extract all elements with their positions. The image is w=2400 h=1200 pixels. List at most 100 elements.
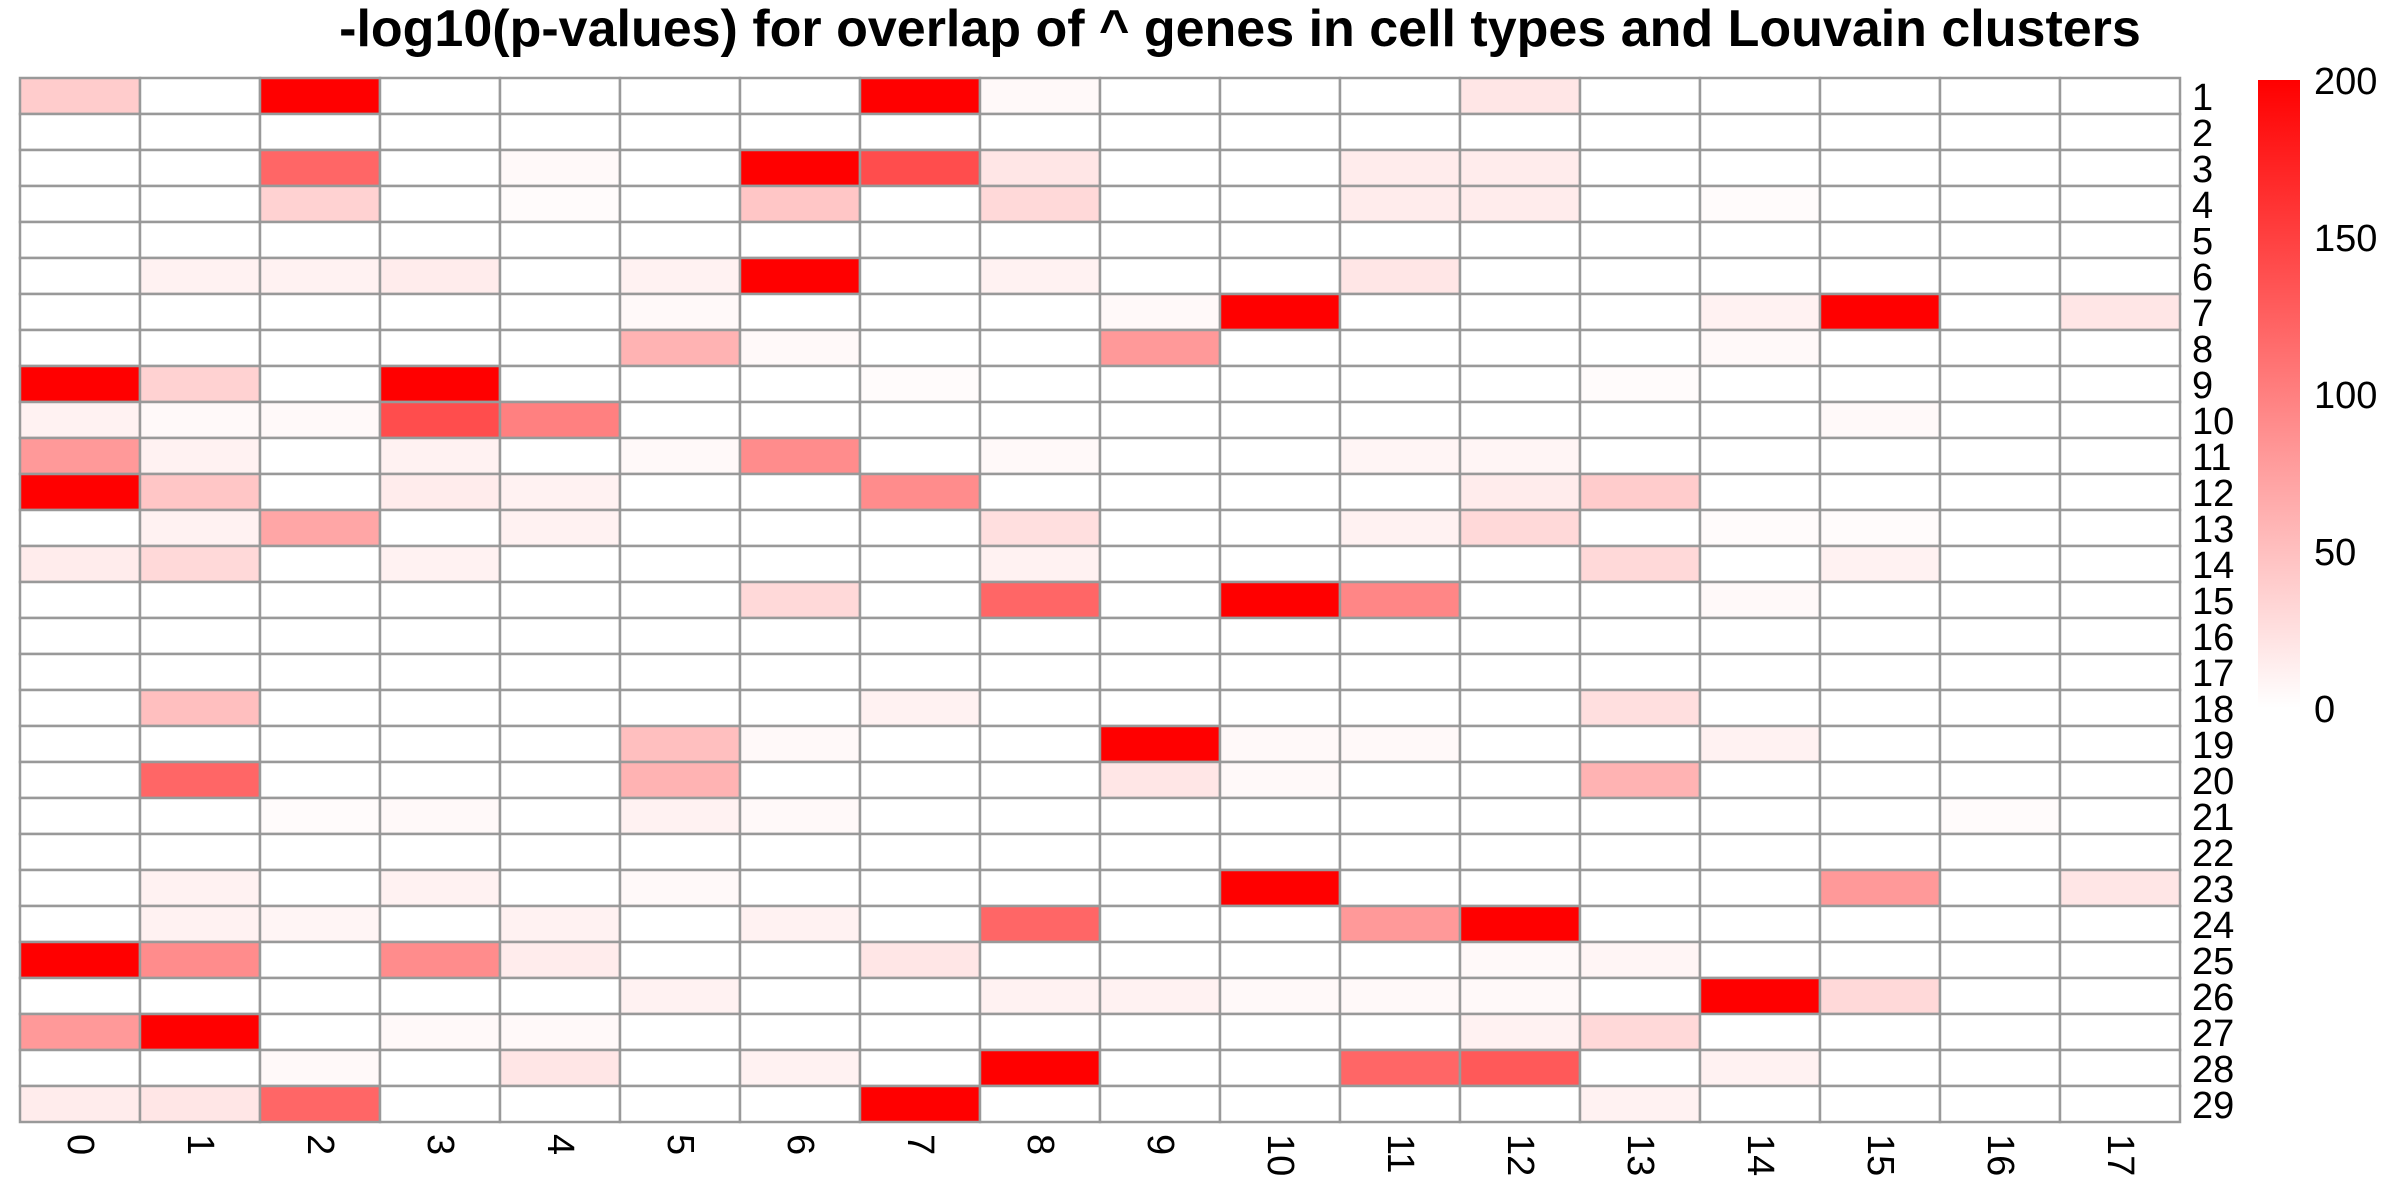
heatmap-cell-r17-c2 xyxy=(258,652,382,692)
heatmap-cell-r20-c12 xyxy=(1458,760,1582,800)
row-label: 16 xyxy=(2192,617,2234,659)
heatmap-cell-r1-c12 xyxy=(1458,76,1582,116)
heatmap-cell-r6-c10 xyxy=(1218,256,1342,296)
heatmap-cell-r25-c3 xyxy=(378,940,502,980)
heatmap-cell-r22-c1 xyxy=(138,832,262,872)
heatmap-cell-r24-c3 xyxy=(378,904,502,944)
heatmap-cell-r6-c15 xyxy=(1818,256,1942,296)
heatmap-cell-r18-c8 xyxy=(978,688,1102,728)
heatmap-cell-r13-c5 xyxy=(618,508,742,548)
heatmap-cell-r29-c12 xyxy=(1458,1084,1582,1124)
heatmap-cell-r7-c2 xyxy=(258,292,382,332)
heatmap-cell-r9-c9 xyxy=(1098,364,1222,404)
heatmap-cell-r27-c3 xyxy=(378,1012,502,1052)
heatmap-cell-r17-c10 xyxy=(1218,652,1342,692)
heatmap-cell-r20-c17 xyxy=(2058,760,2182,800)
heatmap-cell-r14-c13 xyxy=(1578,544,1702,584)
heatmap-cell-r19-c0 xyxy=(18,724,142,764)
heatmap-cell-r17-c0 xyxy=(18,652,142,692)
heatmap-cell-r17-c7 xyxy=(858,652,982,692)
heatmap-cell-r5-c9 xyxy=(1098,220,1222,260)
heatmap-cell-r2-c1 xyxy=(138,112,262,152)
heatmap-cell-r1-c1 xyxy=(138,76,262,116)
heatmap-cell-r14-c9 xyxy=(1098,544,1222,584)
heatmap-cell-r10-c5 xyxy=(618,400,742,440)
heatmap-cell-r22-c11 xyxy=(1338,832,1462,872)
heatmap-cell-r26-c6 xyxy=(738,976,862,1016)
heatmap-cell-r28-c4 xyxy=(498,1048,622,1088)
heatmap-cell-r23-c1 xyxy=(138,868,262,908)
heatmap-cell-r11-c11 xyxy=(1338,436,1462,476)
heatmap-cell-r22-c3 xyxy=(378,832,502,872)
heatmap-cell-r8-c7 xyxy=(858,328,982,368)
heatmap-cell-r16-c9 xyxy=(1098,616,1222,656)
heatmap-cell-r2-c14 xyxy=(1698,112,1822,152)
row-label: 10 xyxy=(2192,401,2234,443)
heatmap-cell-r10-c8 xyxy=(978,400,1102,440)
row-label: 23 xyxy=(2192,869,2234,911)
heatmap-cell-r29-c4 xyxy=(498,1084,622,1124)
heatmap-cell-r24-c0 xyxy=(18,904,142,944)
heatmap-cell-r8-c5 xyxy=(618,328,742,368)
heatmap-cell-r22-c16 xyxy=(1938,832,2062,872)
heatmap-cell-r17-c13 xyxy=(1578,652,1702,692)
row-label: 8 xyxy=(2192,329,2213,371)
heatmap-cell-r9-c7 xyxy=(858,364,982,404)
heatmap-cell-r21-c16 xyxy=(1938,796,2062,836)
heatmap-cell-r25-c12 xyxy=(1458,940,1582,980)
row-label: 12 xyxy=(2192,473,2234,515)
heatmap-cell-r14-c12 xyxy=(1458,544,1582,584)
heatmap-cell-r6-c16 xyxy=(1938,256,2062,296)
row-label: 27 xyxy=(2192,1013,2234,1055)
heatmap-cell-r16-c16 xyxy=(1938,616,2062,656)
heatmap-cell-r26-c12 xyxy=(1458,976,1582,1016)
heatmap-cell-r6-c11 xyxy=(1338,256,1462,296)
heatmap-cell-r11-c5 xyxy=(618,436,742,476)
heatmap-cell-r9-c13 xyxy=(1578,364,1702,404)
heatmap-cell-r29-c8 xyxy=(978,1084,1102,1124)
heatmap-cell-r21-c2 xyxy=(258,796,382,836)
heatmap-cell-r19-c2 xyxy=(258,724,382,764)
heatmap-cell-r29-c3 xyxy=(378,1084,502,1124)
heatmap-cell-r24-c6 xyxy=(738,904,862,944)
heatmap-cell-r23-c15 xyxy=(1818,868,1942,908)
heatmap-cell-r15-c0 xyxy=(18,580,142,620)
heatmap-cell-r2-c13 xyxy=(1578,112,1702,152)
heatmap-cell-r18-c5 xyxy=(618,688,742,728)
heatmap-cell-r27-c10 xyxy=(1218,1012,1342,1052)
heatmap-cell-r15-c15 xyxy=(1818,580,1942,620)
row-label: 25 xyxy=(2192,941,2234,983)
heatmap-cell-r7-c1 xyxy=(138,292,262,332)
heatmap-cell-r6-c4 xyxy=(498,256,622,296)
heatmap-cell-r25-c17 xyxy=(2058,940,2182,980)
heatmap-cell-r14-c8 xyxy=(978,544,1102,584)
heatmap-cell-r2-c17 xyxy=(2058,112,2182,152)
heatmap-cell-r4-c9 xyxy=(1098,184,1222,224)
heatmap-cell-r10-c6 xyxy=(738,400,862,440)
heatmap-cell-r28-c11 xyxy=(1338,1048,1462,1088)
row-label: 11 xyxy=(2192,437,2231,479)
legend-tick-label: 100 xyxy=(2314,375,2377,417)
heatmap-cell-r24-c16 xyxy=(1938,904,2062,944)
heatmap-cell-r21-c3 xyxy=(378,796,502,836)
heatmap-cell-r18-c14 xyxy=(1698,688,1822,728)
legend-color-bar xyxy=(2258,80,2300,708)
heatmap-cell-r11-c10 xyxy=(1218,436,1342,476)
legend-tick-label: 50 xyxy=(2314,532,2356,574)
heatmap-cell-r5-c5 xyxy=(618,220,742,260)
heatmap-cell-r1-c6 xyxy=(738,76,862,116)
column-label: 0 xyxy=(59,1134,101,1155)
heatmap-cell-r19-c1 xyxy=(138,724,262,764)
heatmap-cell-r13-c10 xyxy=(1218,508,1342,548)
heatmap-cell-r3-c8 xyxy=(978,148,1102,188)
heatmap-cell-r19-c7 xyxy=(858,724,982,764)
heatmap-cell-r13-c15 xyxy=(1818,508,1942,548)
heatmap-cell-r17-c3 xyxy=(378,652,502,692)
heatmap-cell-r17-c9 xyxy=(1098,652,1222,692)
column-label: 11 xyxy=(1379,1134,1421,1173)
heatmap-cell-r19-c9 xyxy=(1098,724,1222,764)
heatmap-cell-r17-c5 xyxy=(618,652,742,692)
heatmap-cell-r1-c8 xyxy=(978,76,1102,116)
heatmap-cell-r16-c15 xyxy=(1818,616,1942,656)
heatmap-cell-r3-c17 xyxy=(2058,148,2182,188)
